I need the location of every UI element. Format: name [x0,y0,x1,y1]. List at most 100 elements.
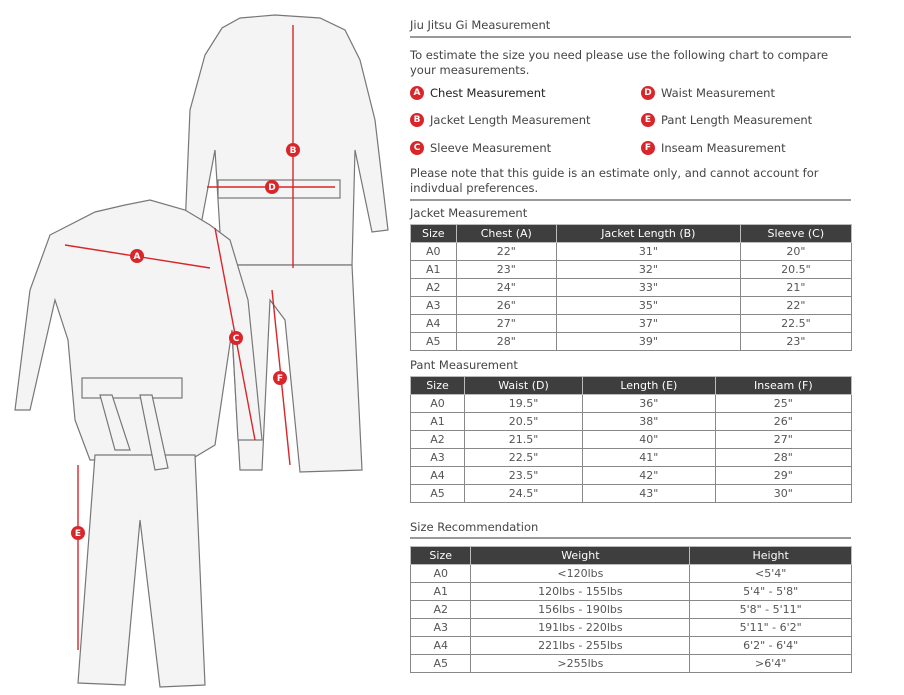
column-header: Chest (A) [455,224,558,243]
table-cell: 5'11" - 6'2" [689,618,852,637]
header-row: Size Chest (A) Jacket Length (B) Sleeve (C) [410,224,853,243]
jacket-table: Size Chest (A) Jacket Length (B) Sleeve (C)… [410,224,853,351]
table-cell: 31" [556,242,741,261]
table-row: A1 20.5" 38" 26" [410,412,853,431]
table-cell: A0 [409,564,472,583]
back-pants [227,264,363,473]
table-cell: 23" [739,332,853,351]
table-cell: 28" [714,448,853,467]
table-cell: A0 [410,394,465,413]
table-cell: A5 [410,332,457,351]
jacket-title: Jacket Measurement [410,206,528,220]
table-cell: 38" [582,412,716,431]
table-row: A3 26" 35" 22" [410,296,853,315]
marker-b-label: B [290,146,297,156]
table-row: A1 120lbs - 155lbs 5'4" - 5'8" [409,582,852,601]
header-row: Size Waist (D) Length (E) Inseam (F) [410,376,853,395]
marker-d [265,180,279,194]
marker-e [71,526,85,540]
size-table: Size Weight Height A0 <120lbs <5'4" A1 120lbs -… [409,546,852,673]
divider [410,199,851,201]
table-cell: 41" [582,448,716,467]
table-cell: 5'8" - 5'11" [689,600,852,619]
table-cell: 22.5" [463,448,584,467]
table-row: A5 >255lbs >6'4" [409,654,852,673]
column-header: Sleeve (C) [739,224,853,243]
marker-d-label: D [268,183,275,193]
table-row: A0 <120lbs <5'4" [409,564,852,583]
marker-e-label: E [75,529,81,539]
column-header: Weight [470,546,691,565]
table-cell: >6'4" [689,654,852,673]
legend-label: Pant Length Measurement [661,113,813,127]
table-cell: 28" [455,332,558,351]
table-cell: A1 [409,582,472,601]
table-cell: A0 [410,242,457,261]
table-cell: 24" [455,278,558,297]
legend-e: E Pant Length Measurement [641,113,812,127]
table-row: A3 22.5" 41" 28" [410,448,853,467]
table-cell: 20.5" [739,260,853,279]
table-cell: A4 [409,636,472,655]
table-cell: 21.5" [463,430,584,449]
gi-illustration: A B C D E F [14,14,389,688]
table-cell: 19.5" [463,394,584,413]
table-cell: 32" [556,260,741,279]
header-row: Size Weight Height [409,546,852,565]
legend-label: Inseam Measurement [661,141,786,155]
front-belt [81,377,183,399]
table-cell: 120lbs - 155lbs [470,582,691,601]
page-title: Jiu Jitsu Gi Measurement [410,18,551,32]
column-header: Length (E) [582,376,716,395]
table-cell: A4 [410,314,457,333]
table-cell: 23.5" [463,466,584,485]
table-cell: 22" [455,242,558,261]
table-row: A5 24.5" 43" 30" [410,484,853,503]
size-title: Size Recommendation [410,520,539,534]
table-cell: 33" [556,278,741,297]
back-jacket [184,14,389,266]
legend-c: C Sleeve Measurement [410,141,551,155]
table-cell: A4 [410,466,465,485]
marker-a [130,249,144,263]
table-cell: 40" [582,430,716,449]
legend-d: D Waist Measurement [641,86,775,100]
table-cell: A2 [410,278,457,297]
legend-f: F Inseam Measurement [641,141,786,155]
table-cell: 20.5" [463,412,584,431]
legend-badge: E [641,113,655,127]
table-cell: 22" [739,296,853,315]
table-cell: 191lbs - 220lbs [470,618,691,637]
table-row: A4 27" 37" 22.5" [410,314,853,333]
divider [410,36,851,38]
table-cell: 42" [582,466,716,485]
marker-f [273,371,287,385]
table-cell: A2 [409,600,472,619]
table-cell: A5 [409,654,472,673]
table-cell: 21" [739,278,853,297]
legend-label: Chest Measurement [430,86,546,100]
table-row: A4 221lbs - 255lbs 6'2" - 6'4" [409,636,852,655]
pant-title: Pant Measurement [410,358,518,372]
table-cell: 30" [714,484,853,503]
table-cell: 39" [556,332,741,351]
column-header: Size [410,376,465,395]
marker-f-label: F [277,374,283,384]
table-cell: 36" [582,394,716,413]
legend-badge: A [410,86,424,100]
table-cell: >255lbs [470,654,691,673]
legend-badge: D [641,86,655,100]
legend-b: B Jacket Length Measurement [410,113,591,127]
column-header: Size [409,546,472,565]
column-header: Height [689,546,852,565]
front-pants [77,454,206,688]
table-cell: 29" [714,466,853,485]
table-cell: 37" [556,314,741,333]
table-row: A0 19.5" 36" 25" [410,394,853,413]
table-cell: 24.5" [463,484,584,503]
front-jacket [14,199,263,461]
table-cell: 22.5" [739,314,853,333]
note-text: Please note that this guide is an estima… [410,166,819,195]
intro-text: To estimate the size you need please use… [410,48,829,77]
table-cell: 27" [455,314,558,333]
